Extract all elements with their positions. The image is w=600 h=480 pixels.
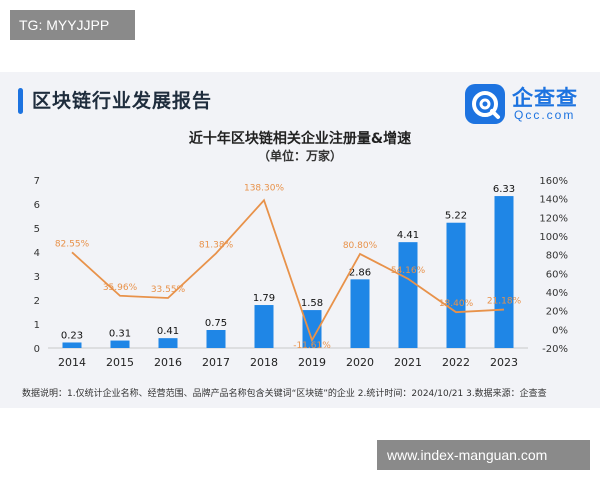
growth-rate-label: -11.61% xyxy=(293,341,331,351)
growth-rate-line xyxy=(71,198,505,343)
y-right-tick-label: 20% xyxy=(546,307,568,318)
y-left-tick-label: 5 xyxy=(34,224,40,235)
y-right-tick-label: 100% xyxy=(539,232,568,243)
logo-name-cn: 企查查 xyxy=(512,86,578,110)
x-tick-label: 2023 xyxy=(490,356,518,369)
bar xyxy=(302,310,322,348)
growth-rate-label: 81.38% xyxy=(199,240,234,250)
y-right-tick-label: -20% xyxy=(542,344,568,355)
bar xyxy=(350,279,370,348)
y-left-tick-label: 1 xyxy=(34,320,40,331)
bar-value-label: 1.79 xyxy=(253,293,275,304)
bar-value-label: 6.33 xyxy=(493,184,515,195)
y-right-tick-label: 60% xyxy=(546,269,568,280)
bar xyxy=(158,338,178,348)
growth-rate-label: 33.55% xyxy=(151,285,186,295)
growth-rate-label: 82.55% xyxy=(55,239,90,249)
title-accent-bar xyxy=(18,88,23,114)
bar-value-label: 0.75 xyxy=(205,318,227,329)
bar-value-label: 1.58 xyxy=(301,298,323,309)
x-tick-label: 2020 xyxy=(346,356,374,369)
x-tick-label: 2018 xyxy=(250,356,278,369)
y-right-tick-label: 0% xyxy=(552,325,568,336)
x-tick-label: 2019 xyxy=(298,356,326,369)
x-tick-label: 2021 xyxy=(394,356,422,369)
bar xyxy=(62,342,82,348)
y-left-tick-label: 6 xyxy=(34,200,40,211)
bar-value-label: 0.41 xyxy=(157,326,179,337)
bar xyxy=(494,196,514,348)
bar-value-label: 2.86 xyxy=(349,267,371,278)
logo-name-en: Qcc.com xyxy=(514,108,576,122)
x-tick-label: 2022 xyxy=(442,356,470,369)
bar xyxy=(398,242,418,348)
bar-value-label: 0.31 xyxy=(109,329,131,340)
y-left-tick-label: 2 xyxy=(34,296,40,307)
y-right-tick-label: 120% xyxy=(539,213,568,224)
y-left-tick-label: 4 xyxy=(34,248,40,259)
x-tick-label: 2017 xyxy=(202,356,230,369)
bar-value-label: 5.22 xyxy=(445,211,467,222)
bar xyxy=(206,330,226,348)
bar xyxy=(254,305,274,348)
qcc-logo-icon xyxy=(465,84,505,124)
y-right-tick-label: 160% xyxy=(539,176,568,187)
x-tick-label: 2014 xyxy=(58,356,86,369)
y-right-tick-label: 80% xyxy=(546,251,568,262)
chart-title: 近十年区块链相关企业注册量&增速 xyxy=(188,131,412,147)
growth-rate-label: 18.40% xyxy=(439,299,474,309)
watermark-bottom-tag: www.index-manguan.com xyxy=(377,440,590,470)
bar xyxy=(446,222,466,348)
bar-value-label: 0.23 xyxy=(61,330,83,341)
footnote: 数据说明：1.仅统计企业名称、经营范围、品牌产品名称包含关键词“区块链”的企业 … xyxy=(22,389,547,399)
growth-rate-label: 80.80% xyxy=(343,241,378,251)
y-right-tick-label: 140% xyxy=(539,195,568,206)
y-left-tick-label: 0 xyxy=(34,344,40,355)
report-title: 区块链行业发展报告 xyxy=(32,90,213,112)
y-left-tick-label: 3 xyxy=(34,272,40,283)
y-left-tick-label: 7 xyxy=(34,176,40,187)
chart-subtitle: （单位：万家） xyxy=(257,149,342,163)
y-right-tick-label: 40% xyxy=(546,288,568,299)
growth-rate-label: 138.30% xyxy=(244,183,284,193)
growth-rate-label: 21.18% xyxy=(487,297,522,307)
bar xyxy=(110,340,130,348)
x-tick-label: 2016 xyxy=(154,356,182,369)
growth-rate-label: 54.16% xyxy=(391,266,426,276)
growth-rate-label: 35.96% xyxy=(103,283,138,293)
bar-value-label: 4.41 xyxy=(397,230,419,241)
watermark-top-tag: TG: MYYJJPP xyxy=(10,10,135,40)
x-tick-label: 2015 xyxy=(106,356,134,369)
